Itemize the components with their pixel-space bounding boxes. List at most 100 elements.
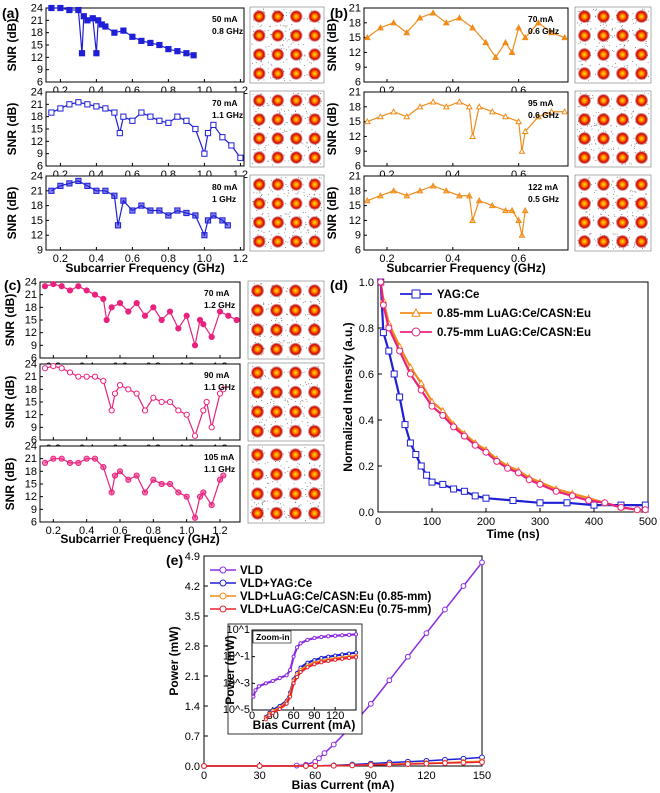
data-point xyxy=(518,231,526,238)
noise-point xyxy=(578,61,580,62)
noise-point xyxy=(307,229,309,231)
noise-point xyxy=(284,124,286,126)
data-point xyxy=(502,113,509,120)
noise-point xyxy=(319,465,321,467)
constellation-symbol xyxy=(269,322,284,337)
noise-point xyxy=(630,190,632,191)
noise-point xyxy=(304,97,306,99)
noise-point xyxy=(632,212,634,214)
noise-point xyxy=(630,101,632,103)
noise-point xyxy=(264,146,266,148)
noise-point xyxy=(627,39,629,41)
noise-point xyxy=(301,58,302,60)
panel-label: (d) xyxy=(330,277,348,293)
y-tick-label: 21 xyxy=(349,3,361,15)
constellation-symbol xyxy=(307,283,322,298)
series-line xyxy=(366,12,565,59)
noise-point xyxy=(629,236,631,238)
noise-point xyxy=(300,93,302,95)
noise-point xyxy=(594,143,596,145)
noise-point xyxy=(584,43,586,45)
data-point xyxy=(396,347,404,355)
noise-point xyxy=(587,125,589,127)
noise-point xyxy=(251,419,253,420)
noise-point xyxy=(290,129,292,131)
noise-point xyxy=(310,342,311,344)
noise-point xyxy=(611,240,613,242)
constellation-symbol xyxy=(288,365,303,380)
data-point xyxy=(390,370,398,378)
data-point xyxy=(417,462,425,470)
constellation-symbol xyxy=(308,66,322,81)
noise-point xyxy=(632,12,634,14)
data-point xyxy=(83,287,90,294)
inset-data-point xyxy=(267,713,272,718)
data-point xyxy=(233,316,240,324)
noise-point xyxy=(645,45,647,47)
constellation-symbol xyxy=(252,28,266,43)
noise-point xyxy=(300,324,302,326)
noise-point xyxy=(250,374,252,376)
noise-point xyxy=(268,104,270,106)
data-point xyxy=(428,402,436,410)
data-point xyxy=(349,762,356,769)
noise-point xyxy=(634,245,636,247)
noise-point xyxy=(258,463,260,465)
noise-point xyxy=(580,127,582,129)
constellation-symbol xyxy=(289,9,303,24)
noise-point xyxy=(309,62,311,63)
noise-point xyxy=(577,135,578,137)
plot-frame xyxy=(363,175,569,251)
data-point xyxy=(406,363,415,370)
noise-point xyxy=(304,371,306,373)
noise-point xyxy=(284,399,286,401)
data-point xyxy=(377,113,384,120)
data-point xyxy=(125,308,132,315)
noise-point xyxy=(250,396,252,398)
data-point xyxy=(367,700,374,707)
noise-point xyxy=(597,198,599,199)
constellation-symbol xyxy=(577,9,592,24)
noise-point xyxy=(613,50,615,52)
y-tick-label: 12 xyxy=(25,491,37,503)
y-axis-label: SNR (dB) xyxy=(5,103,19,156)
noise-point xyxy=(257,502,259,504)
noise-point xyxy=(283,8,285,10)
noise-point xyxy=(308,383,309,385)
data-point xyxy=(125,386,132,393)
noise-point xyxy=(265,308,267,310)
noise-point xyxy=(289,237,291,239)
noise-point xyxy=(305,399,307,400)
y-tick-label: 24 xyxy=(31,3,43,15)
noise-point xyxy=(264,348,266,350)
noise-point xyxy=(621,26,622,28)
noise-point xyxy=(624,163,626,165)
noise-point xyxy=(263,427,265,429)
data-point xyxy=(175,325,182,332)
inset-data-point xyxy=(346,632,352,637)
noise-point xyxy=(283,497,285,498)
data-point xyxy=(423,471,431,479)
data-point xyxy=(150,304,157,311)
noise-point xyxy=(283,193,285,195)
constellation-symbol xyxy=(615,177,630,192)
noise-point xyxy=(250,324,252,325)
data-point xyxy=(102,23,109,30)
noise-point xyxy=(606,24,608,26)
noise-point xyxy=(283,467,285,469)
data-point xyxy=(492,53,500,60)
y-tick-label: 18 xyxy=(25,384,37,396)
constellation-symbol xyxy=(307,365,322,380)
constellation-symbol xyxy=(271,215,285,230)
noise-point xyxy=(626,64,628,66)
data-point xyxy=(475,103,483,110)
noise-point xyxy=(315,230,317,232)
noise-point xyxy=(279,112,281,113)
noise-point xyxy=(267,508,269,510)
constellation-symbol xyxy=(289,150,303,165)
data-point xyxy=(66,459,74,466)
noise-point xyxy=(305,222,307,224)
noise-point xyxy=(599,126,601,128)
noise-point xyxy=(577,10,579,12)
